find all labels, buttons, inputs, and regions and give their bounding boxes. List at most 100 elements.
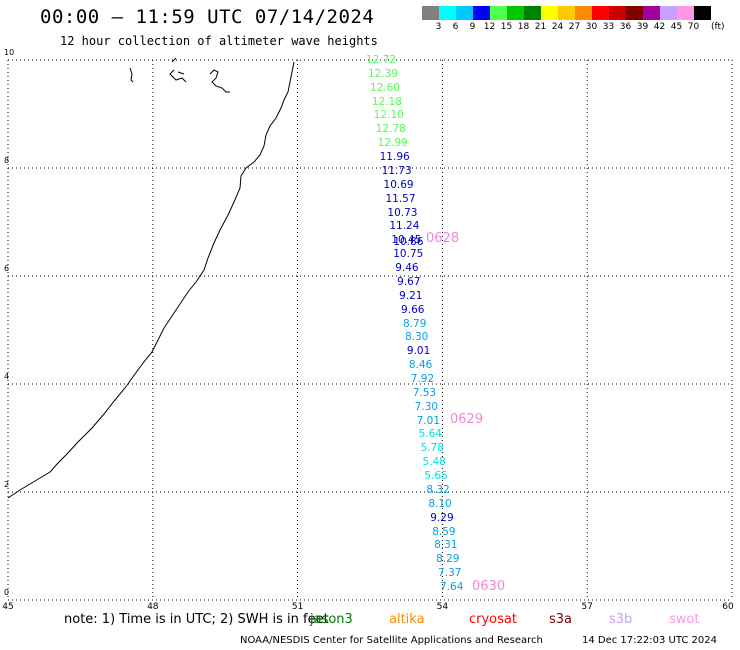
satellite-name-jason3: jason3 xyxy=(310,612,353,627)
legend-labels: (ft) 3 6 9 12 15 18 21 24 27 30 33 36 39 42 45 70 xyxy=(422,20,740,32)
pass-hour-label: 0628 xyxy=(426,231,460,246)
legend-swatch xyxy=(575,6,592,20)
wave-height-label: 10.73 xyxy=(387,206,418,219)
legend-label: 30 xyxy=(585,22,598,32)
wave-height-label: 11.96 xyxy=(379,151,410,164)
pass-hour-label: 0629 xyxy=(450,412,484,427)
wave-height-label: 11.73 xyxy=(381,164,412,177)
generated-timestamp: 14 Dec 17:22:03 UTC 2024 xyxy=(582,635,717,646)
wave-height-label: 12.78 xyxy=(375,123,406,136)
wave-height-label: 9.46 xyxy=(395,262,419,275)
wave-height-label: 12.39 xyxy=(367,67,398,80)
island-outline xyxy=(209,69,230,93)
wave-height-label: 7.92 xyxy=(410,372,435,385)
wave-height-label: 12.10 xyxy=(373,109,404,122)
wave-height-label: 8.79 xyxy=(403,317,427,330)
wave-height-label: 12.99 xyxy=(377,137,408,150)
legend-swatch xyxy=(422,6,439,20)
legend-swatch xyxy=(694,6,711,20)
footer-note: note: 1) Time is in UTC; 2) SWH is in fe… xyxy=(64,612,329,627)
page-title: 00:00 – 11:59 UTC 07/14/2024 xyxy=(40,6,375,28)
legend-swatch xyxy=(592,6,609,20)
wave-height-label: 9.21 xyxy=(399,289,423,302)
legend-swatch xyxy=(439,6,456,20)
legend-label: 33 xyxy=(602,22,615,32)
coastline xyxy=(7,61,295,499)
color-legend: (ft) 3 6 9 12 15 18 21 24 27 30 33 36 39 42 45 70 xyxy=(422,6,740,32)
wave-height-label: 8.30 xyxy=(404,331,429,344)
legend-label: 18 xyxy=(517,22,530,32)
legend-swatch xyxy=(473,6,490,20)
legend-label: 39 xyxy=(636,22,649,32)
legend-swatch xyxy=(626,6,643,20)
wave-height-label: 10.45 xyxy=(391,234,422,247)
legend-swatch xyxy=(524,6,541,20)
wave-height-label: 7.30 xyxy=(414,400,439,413)
x-tick-label: 60 xyxy=(722,602,734,612)
island-outline xyxy=(169,57,187,83)
wave-height-label: 7.53 xyxy=(412,386,437,399)
legend-label: 21 xyxy=(534,22,547,32)
island-outline xyxy=(129,67,134,83)
grid-lines xyxy=(7,59,733,601)
page-subtitle: 12 hour collection of altimeter wave hei… xyxy=(60,34,378,48)
wave-height-label: 7.01 xyxy=(416,414,441,427)
wave-height-label: 8.59 xyxy=(432,525,456,538)
wave-height-label: 8.46 xyxy=(408,359,433,372)
y-tick-label: 2 xyxy=(4,480,10,489)
legend-swatch xyxy=(558,6,575,20)
wave-height-label: 5.48 xyxy=(422,456,446,469)
wave-height-label: 11.24 xyxy=(389,220,420,233)
wave-height-label: 5.64 xyxy=(418,428,442,441)
wave-height-label: 5.78 xyxy=(420,442,444,455)
wave-height-label: 9.01 xyxy=(406,345,431,358)
satellite-name-s3a: s3a xyxy=(549,612,573,627)
wave-height-label: 5.65 xyxy=(424,470,448,483)
x-tick-label: 51 xyxy=(291,602,304,612)
wave-height-label: 9.67 xyxy=(397,275,421,288)
y-tick-label: 10 xyxy=(4,48,15,57)
y-tick-label: 4 xyxy=(4,372,10,381)
legend-swatch xyxy=(507,6,524,20)
legend-label: 24 xyxy=(551,22,564,32)
wave-height-label: 8.10 xyxy=(428,497,452,510)
x-tick-label: 45 xyxy=(2,602,14,612)
legend-label: 45 xyxy=(670,22,683,32)
wave-height-label: 10.75 xyxy=(393,248,424,261)
y-tick-label: 8 xyxy=(4,156,10,165)
legend-label: 6 xyxy=(452,22,459,32)
x-tick-label: 54 xyxy=(436,602,449,612)
legend-swatch xyxy=(456,6,473,20)
y-tick-label: 0 xyxy=(4,588,10,597)
legend-label: 42 xyxy=(653,22,666,32)
wave-height-label: 9.29 xyxy=(430,511,454,524)
legend-swatch xyxy=(643,6,660,20)
legend-swatch xyxy=(541,6,558,20)
wave-height-label: 7.37 xyxy=(438,567,462,580)
credit-line: NOAA/NESDIS Center for Satellite Applica… xyxy=(240,635,543,646)
wave-height-label: 9.66 xyxy=(401,303,425,316)
island-shapes xyxy=(129,57,230,93)
legend-swatch xyxy=(609,6,626,20)
legend-label: 27 xyxy=(568,22,581,32)
legend-label: 15 xyxy=(500,22,513,32)
legend-swatch xyxy=(490,6,507,20)
wave-height-overlap-label: 10.86 xyxy=(393,236,424,249)
wave-height-label: 11.57 xyxy=(385,192,416,205)
wave-height-label: 12.72 xyxy=(366,54,397,66)
wave-height-label: 12.60 xyxy=(369,81,400,94)
legend-swatches xyxy=(422,6,740,20)
wave-height-label: 12.18 xyxy=(371,95,402,108)
satellite-name-swot: swot xyxy=(669,612,700,627)
wave-height-label: 10.69 xyxy=(383,178,414,191)
satellite-name-altika: altika xyxy=(389,612,425,627)
legend-label: 36 xyxy=(619,22,632,32)
legend-label: 9 xyxy=(469,22,476,32)
satellite-name-cryosat: cryosat xyxy=(469,612,517,627)
wave-height-label: 7.64 xyxy=(440,581,464,593)
satellite-name-s3b: s3b xyxy=(609,612,633,627)
legend-label: 12 xyxy=(483,22,496,32)
legend-swatch xyxy=(660,6,677,20)
wave-height-label: 8.29 xyxy=(436,553,460,566)
